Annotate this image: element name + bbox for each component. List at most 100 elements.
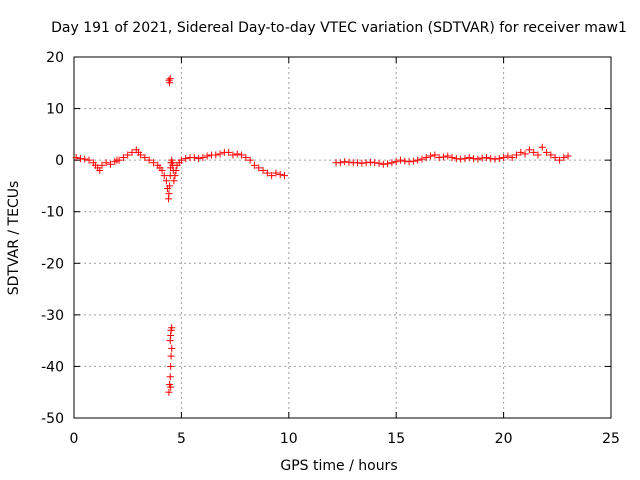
data-point <box>158 166 166 174</box>
data-point <box>167 352 175 360</box>
data-point <box>474 155 482 163</box>
data-point <box>508 154 516 162</box>
data-point <box>427 152 435 160</box>
data-point <box>263 169 271 177</box>
data-point <box>170 177 178 185</box>
data-point <box>225 148 233 156</box>
data-point <box>98 161 106 169</box>
chart-title: Day 191 of 2021, Sidereal Day-to-day VTE… <box>51 20 627 36</box>
data-point <box>167 383 175 391</box>
y-tick-label: -50 <box>41 411 64 427</box>
data-point <box>418 155 426 163</box>
data-point <box>354 159 362 167</box>
y-tick-label: -10 <box>41 205 64 221</box>
data-point <box>384 160 392 168</box>
data-point <box>500 154 508 162</box>
data-point <box>405 158 413 166</box>
data-point <box>76 155 84 163</box>
x-tick-label: 20 <box>495 431 513 447</box>
data-point <box>242 154 250 162</box>
data-point <box>491 155 499 163</box>
data-point <box>495 155 503 163</box>
data-point <box>229 151 237 159</box>
data-point <box>250 161 258 169</box>
data-point <box>388 159 396 167</box>
data-point <box>439 153 447 161</box>
data-point <box>444 152 452 160</box>
data-point <box>238 151 246 159</box>
data-point <box>119 154 127 162</box>
data-point <box>268 172 276 180</box>
data-point <box>233 150 241 158</box>
data-point <box>216 150 224 158</box>
data-point <box>379 160 387 168</box>
data-point <box>517 148 525 156</box>
data-point <box>482 154 490 162</box>
data-point <box>431 151 439 159</box>
data-point <box>165 388 173 396</box>
data-point <box>521 150 529 158</box>
data-point <box>165 190 173 198</box>
data-points <box>72 75 572 396</box>
data-point <box>341 158 349 166</box>
data-point <box>478 154 486 162</box>
data-point <box>530 148 538 156</box>
data-point <box>102 159 110 167</box>
data-point <box>246 156 254 164</box>
data-point <box>401 157 409 165</box>
data-point <box>137 151 145 159</box>
data-point <box>470 155 478 163</box>
data-point <box>128 148 136 156</box>
data-point <box>149 159 157 167</box>
x-tick-label: 10 <box>280 431 298 447</box>
axis-ticks <box>73 56 612 419</box>
data-point <box>555 156 563 164</box>
data-point <box>124 151 132 159</box>
x-tick-label: 15 <box>387 431 405 447</box>
data-point <box>435 154 443 162</box>
data-point <box>255 164 263 172</box>
plot-frame <box>73 56 612 419</box>
data-point <box>168 324 176 332</box>
data-point <box>199 154 207 162</box>
data-point <box>145 156 153 164</box>
data-point <box>166 75 174 83</box>
data-point <box>162 177 170 185</box>
x-tick-label: 25 <box>602 431 620 447</box>
data-point <box>547 151 555 159</box>
data-point <box>85 156 93 164</box>
y-tick-labels: 20 10 0 -10 -20 -30 -40 -50 <box>41 50 64 427</box>
data-point <box>362 159 370 167</box>
data-point <box>375 159 383 167</box>
data-point <box>182 155 190 163</box>
data-point <box>366 158 374 166</box>
data-point <box>115 156 123 164</box>
data-point <box>534 151 542 159</box>
data-point <box>358 159 366 167</box>
y-tick-label: 10 <box>46 102 64 118</box>
data-point <box>141 154 149 162</box>
data-point <box>512 151 520 159</box>
data-point <box>525 146 533 154</box>
data-point <box>72 154 80 162</box>
data-point <box>543 148 551 156</box>
x-axis-label: GPS time / hours <box>280 458 397 474</box>
data-point <box>336 159 344 167</box>
data-point <box>409 157 417 165</box>
data-point <box>396 156 404 164</box>
data-point <box>487 155 495 163</box>
data-point <box>560 154 568 162</box>
y-tick-label: 0 <box>55 153 64 169</box>
data-point <box>166 182 174 190</box>
y-tick-label: -30 <box>41 308 64 324</box>
data-point <box>259 166 267 174</box>
data-point <box>564 152 572 160</box>
data-point <box>190 154 198 162</box>
data-point <box>107 160 115 168</box>
data-point <box>212 151 220 159</box>
data-point <box>392 158 400 166</box>
data-point <box>457 155 465 163</box>
y-tick-label: -20 <box>41 256 64 272</box>
data-point <box>166 373 174 381</box>
